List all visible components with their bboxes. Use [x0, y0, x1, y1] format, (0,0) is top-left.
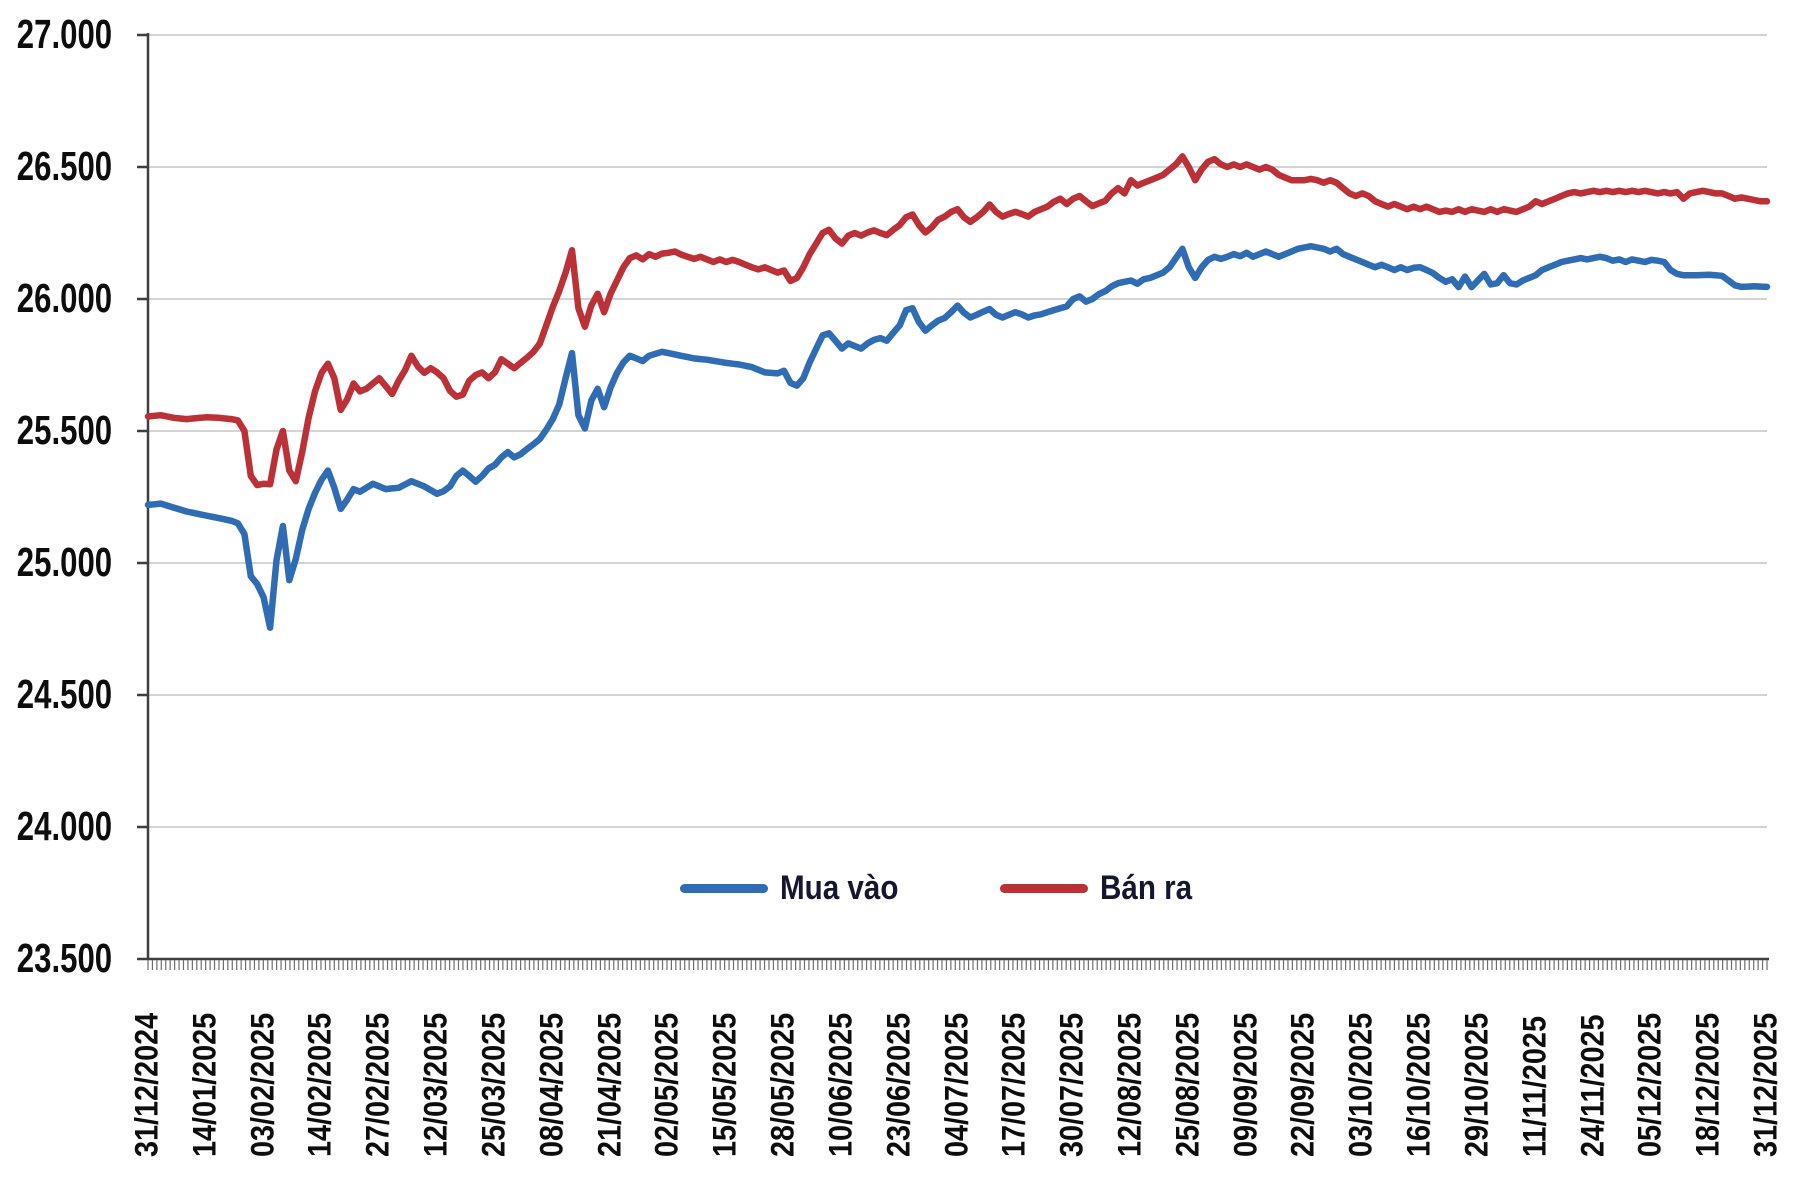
x-axis-label: 11/11/2025	[1517, 1016, 1553, 1157]
legend-item-ban-ra: Bán ra	[1000, 868, 1225, 908]
y-axis-label: 27.000	[16, 11, 113, 57]
mua-vao-line-swatch	[680, 883, 768, 893]
x-axis-label: 12/03/2025	[418, 1012, 454, 1157]
y-axis-label: 25.000	[16, 539, 113, 585]
x-axis-label: 29/10/2025	[1459, 1012, 1495, 1157]
x-axis-label: 21/04/2025	[591, 1012, 628, 1157]
x-axis-label: 16/10/2025	[1401, 1012, 1437, 1157]
legend-label-ban-ra: Bán ra	[1100, 869, 1193, 907]
x-axis-label: 02/05/2025	[649, 1012, 685, 1157]
series-line-ban-ra	[144, 153, 1771, 489]
chart-legend: Mua vào Bán ra	[680, 868, 1225, 908]
x-axis-label: 14/02/2025	[302, 1012, 339, 1157]
x-axis-label: 04/07/2025	[938, 1012, 975, 1157]
x-axis-label: 31/12/2025	[1748, 1012, 1784, 1157]
x-axis-label: 27/02/2025	[360, 1012, 396, 1157]
y-axis-label: 26.500	[16, 143, 113, 189]
x-axis-label: 12/08/2025	[1112, 1012, 1148, 1157]
x-axis-label: 09/09/2025	[1227, 1012, 1264, 1157]
x-axis-label: 23/06/2025	[881, 1012, 917, 1157]
x-axis-label: 03/02/2025	[245, 1012, 281, 1157]
ban-ra-line-swatch	[1000, 883, 1089, 893]
x-axis-label: 05/12/2025	[1632, 1012, 1668, 1157]
series-line-mua-vao	[144, 242, 1771, 631]
x-axis-label: 30/07/2025	[1054, 1012, 1090, 1157]
x-axis-label: 08/04/2025	[534, 1012, 570, 1157]
y-axis-label: 24.000	[16, 803, 113, 849]
x-axis-label: 28/05/2025	[765, 1012, 801, 1157]
x-axis-label: 14/01/2025	[187, 1012, 223, 1157]
x-axis-label: 24/11/2025	[1574, 1014, 1611, 1157]
x-axis-label: 17/07/2025	[996, 1012, 1032, 1157]
x-axis-label: 31/12/2024	[129, 1012, 165, 1157]
y-axis-label: 25.500	[16, 407, 113, 453]
y-axis-label: 26.000	[16, 275, 113, 321]
legend-item-mua-vao: Mua vào	[680, 868, 940, 908]
x-axis-label: 15/05/2025	[707, 1012, 743, 1157]
x-axis-label: 25/03/2025	[476, 1012, 512, 1157]
x-axis-label: 22/09/2025	[1285, 1012, 1322, 1157]
x-axis-label: 25/08/2025	[1170, 1012, 1206, 1157]
legend-label-mua-vao: Mua vào	[780, 869, 899, 907]
y-axis-label: 23.500	[16, 935, 113, 981]
x-axis-label: 18/12/2025	[1690, 1012, 1726, 1157]
x-axis-label: 03/10/2025	[1343, 1012, 1379, 1157]
y-axis-label: 24.500	[16, 671, 113, 717]
x-axis-label: 10/06/2025	[823, 1012, 859, 1157]
